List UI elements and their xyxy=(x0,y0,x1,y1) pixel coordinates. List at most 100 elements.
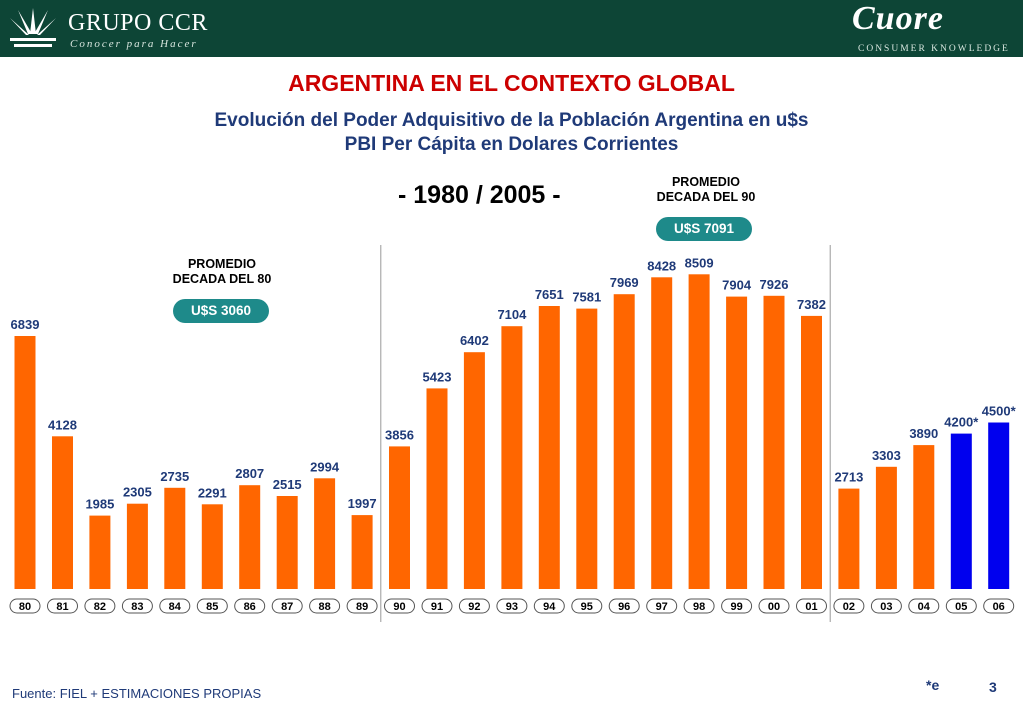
year-tick-pill-94 xyxy=(533,598,565,614)
data-label-80: 6839 xyxy=(11,317,40,332)
data-label-00: 7926 xyxy=(760,277,789,292)
bar-90 xyxy=(389,446,410,589)
bar-85 xyxy=(201,504,223,589)
bar-83 xyxy=(126,503,148,589)
year-tick-group: 80 81 82 83 84 85 86 87 88 89 90 91 92 93 94 95 96 97 98 99… xyxy=(9,598,1015,614)
data-label-04: 3890 xyxy=(909,426,938,441)
year-tick-pill-89 xyxy=(346,598,378,614)
period-label: - 1980 / 2005 - xyxy=(398,181,561,209)
year-tick-94: 94 xyxy=(543,601,556,613)
year-tick-pill-91 xyxy=(421,598,453,614)
year-tick-pill-98 xyxy=(683,598,715,614)
year-tick-00: 00 xyxy=(768,601,780,613)
year-tick-pill-81 xyxy=(47,598,78,614)
year-tick-pill-86 xyxy=(234,598,266,614)
bar-00 xyxy=(763,295,785,589)
year-tick-95: 95 xyxy=(581,601,593,613)
bar-96 xyxy=(613,294,635,589)
data-label-02: 2713 xyxy=(834,470,863,485)
year-tick-pill-02 xyxy=(833,598,865,614)
year-tick-86: 86 xyxy=(244,601,256,613)
year-tick-97: 97 xyxy=(656,601,668,613)
year-tick-pill-97 xyxy=(646,598,678,614)
year-tick-pill-88 xyxy=(309,598,341,614)
data-label-92: 6402 xyxy=(460,333,489,348)
bar-91 xyxy=(426,388,448,589)
year-tick-96: 96 xyxy=(618,601,630,613)
source-note: Fuente: FIEL + ESTIMACIONES PROPIAS xyxy=(12,686,262,701)
year-tick-pill-93 xyxy=(496,598,528,614)
year-tick-pill-06 xyxy=(983,598,1015,614)
data-label-95: 7581 xyxy=(572,290,601,305)
data-label-82: 1985 xyxy=(85,497,114,512)
bar-81 xyxy=(52,436,73,589)
header-bar: GRUPO CCR Conocer para Hacer Cuore CONSU… xyxy=(0,0,1023,57)
year-tick-88: 88 xyxy=(318,601,330,613)
decade90-average-label: PROMEDIO DECADA DEL 90 xyxy=(636,175,776,205)
data-label-84: 2735 xyxy=(160,469,189,484)
data-label-06: 4500* xyxy=(982,404,1017,419)
data-label-93: 7104 xyxy=(497,307,527,322)
data-label-81: 4128 xyxy=(48,417,77,432)
bar-86 xyxy=(239,485,261,589)
data-label-03: 3303 xyxy=(872,448,901,463)
bar-87 xyxy=(276,496,298,589)
year-tick-04: 04 xyxy=(918,601,931,613)
year-tick-03: 03 xyxy=(880,601,892,613)
year-tick-92: 92 xyxy=(468,601,480,613)
chart-subtitle-line1: Evolución del Poder Adquisitivo de la Po… xyxy=(214,110,809,131)
decade80-average-badge: U$S 3060 xyxy=(173,299,269,323)
page-title: ARGENTINA EN EL CONTEXTO GLOBAL xyxy=(288,70,735,96)
year-tick-83: 83 xyxy=(131,601,143,613)
decade-separators xyxy=(380,245,831,622)
data-label-83: 2305 xyxy=(123,485,152,500)
gdp-per-capita-bar-chart: 6839 4128 1985 2305 2735 2291 2807 2515 2994 1997… xyxy=(9,245,1017,622)
year-tick-pill-05 xyxy=(945,598,977,614)
bar-03 xyxy=(875,466,897,589)
year-tick-82: 82 xyxy=(94,601,106,613)
data-label-99: 7904 xyxy=(722,278,752,293)
bar-01 xyxy=(801,315,822,589)
year-tick-pill-99 xyxy=(721,598,753,614)
bar-93 xyxy=(501,326,523,589)
year-tick-pill-92 xyxy=(458,598,490,614)
grupo-ccr-logo-text: GRUPO CCR xyxy=(68,10,208,36)
data-label-96: 7969 xyxy=(610,275,639,290)
data-label-91: 5423 xyxy=(423,369,452,384)
bar-04 xyxy=(913,445,935,589)
decade90-label-line2: DECADA DEL 90 xyxy=(656,190,756,204)
bar-88 xyxy=(314,478,336,589)
year-tick-84: 84 xyxy=(169,601,182,613)
year-tick-pill-83 xyxy=(121,598,153,614)
year-tick-05: 05 xyxy=(955,601,967,613)
year-tick-pill-96 xyxy=(608,598,640,614)
bar-06 xyxy=(988,422,1010,589)
year-tick-pill-87 xyxy=(271,598,303,614)
data-label-01: 7382 xyxy=(797,297,826,312)
data-label-86: 2807 xyxy=(235,466,264,481)
bar-02 xyxy=(838,488,860,589)
chart-subtitle-line2: PBI Per Cápita en Dolares Corrientes xyxy=(344,134,679,155)
value-labels-group: 6839 4128 1985 2305 2735 2291 2807 2515 2994 1997… xyxy=(11,255,1017,511)
bar-84 xyxy=(164,487,186,589)
bar-92 xyxy=(463,352,485,589)
decade90-label-line1: PROMEDIO xyxy=(671,175,741,189)
year-tick-93: 93 xyxy=(506,601,518,613)
bar-97 xyxy=(651,277,673,589)
year-tick-pill-84 xyxy=(159,598,191,614)
data-label-97: 8428 xyxy=(647,258,676,273)
cuore-tagline: CONSUMER KNOWLEDGE xyxy=(858,44,1010,54)
decade90-average-badge: U$S 7091 xyxy=(656,217,752,241)
bar-80 xyxy=(14,336,36,589)
data-label-89: 1997 xyxy=(348,496,377,511)
decade80-average-label: PROMEDIO DECADA DEL 80 xyxy=(152,257,292,287)
year-tick-90: 90 xyxy=(393,601,405,613)
estimate-note: *e xyxy=(926,677,940,693)
year-tick-91: 91 xyxy=(431,601,443,613)
page-number: 3 xyxy=(989,679,997,695)
decade80-label-line1: PROMEDIO xyxy=(187,257,257,271)
year-tick-06: 06 xyxy=(993,601,1005,613)
year-tick-pill-82 xyxy=(84,598,116,614)
year-tick-pill-04 xyxy=(908,598,940,614)
data-label-88: 2994 xyxy=(310,459,340,474)
